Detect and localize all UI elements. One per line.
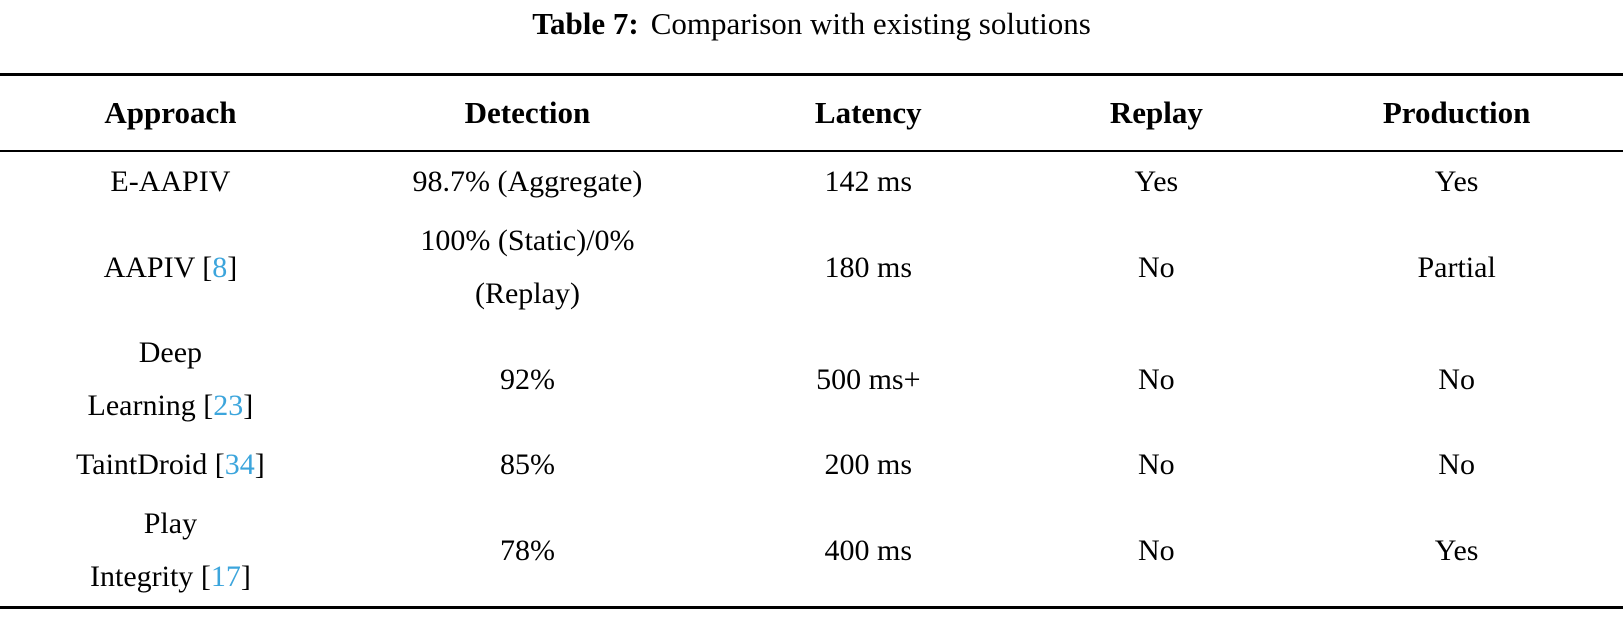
citation-link[interactable]: 17 [210, 560, 241, 593]
citation: [8] [194, 250, 238, 284]
column-header-latency: Latency [714, 74, 1023, 152]
approach-name: Play Integrity [90, 507, 198, 593]
cell-replay: No [1022, 211, 1290, 323]
cell-replay: No [1022, 435, 1290, 494]
table-caption-text: Comparison with existing solutions [650, 6, 1091, 41]
cell-approach: E-AAPIV [0, 151, 341, 211]
latency-value: 400 ms [824, 533, 913, 567]
cell-production: No [1290, 323, 1623, 435]
table-header: Approach Detection Latency Replay Production [0, 74, 1623, 152]
column-header-detection: Detection [340, 74, 715, 152]
replay-value: No [1138, 250, 1175, 284]
production-value: Yes [1434, 165, 1479, 198]
cell-detection: 100% (Static)/0% (Replay) [341, 211, 714, 323]
citation-link[interactable]: 8 [212, 250, 228, 284]
citation: [17] [193, 560, 251, 593]
column-header-production: Production [1290, 74, 1623, 152]
cell-latency: 180 ms [714, 211, 1022, 323]
detection-value: 92% [499, 362, 555, 396]
cell-detection: 78% [341, 494, 714, 608]
table-header-row: Approach Detection Latency Replay Production [0, 74, 1623, 152]
cell-latency: 500 ms+ [714, 323, 1022, 435]
approach-name: Deep Learning [87, 336, 203, 422]
comparison-table: Approach Detection Latency Replay Production… [0, 73, 1623, 609]
cell-detection: 85% [341, 435, 714, 494]
latency-value: 500 ms+ [816, 362, 921, 396]
replay-value: No [1138, 533, 1175, 567]
cell-replay: No [1022, 323, 1290, 435]
cell-replay: No [1022, 494, 1290, 608]
approach-name: TaintDroid [76, 448, 208, 481]
detection-value: 85% [499, 448, 555, 481]
cell-detection: 98.7% (Aggregate) [341, 151, 714, 211]
citation: [34] [207, 448, 265, 481]
cell-production: Yes [1290, 494, 1623, 608]
detection-value: 98.7% (Aggregate) [412, 165, 643, 198]
production-value: Partial [1417, 250, 1496, 284]
cell-production: Partial [1290, 211, 1623, 323]
production-value: No [1438, 448, 1475, 481]
citation-link[interactable]: 23 [213, 389, 244, 422]
table-row: TaintDroid [34] 85% 200 ms No No [0, 435, 1623, 494]
cell-production: No [1290, 435, 1623, 494]
approach-name: AAPIV [103, 250, 195, 284]
cell-production: Yes [1290, 151, 1623, 211]
latency-value: 142 ms [824, 165, 913, 198]
table-row: Deep Learning [23] 92% 500 ms+ No No [0, 323, 1623, 435]
cell-approach: Play Integrity [17] [0, 494, 341, 608]
cell-latency: 400 ms [714, 494, 1022, 608]
table-row: E-AAPIV 98.7% (Aggregate) 142 ms Yes Yes [0, 151, 1623, 211]
latency-value: 180 ms [824, 250, 913, 284]
approach-name: E-AAPIV [110, 165, 231, 198]
cell-latency: 142 ms [714, 151, 1022, 211]
cell-approach: Deep Learning [23] [0, 323, 341, 435]
cell-replay: Yes [1022, 151, 1290, 211]
cell-approach: TaintDroid [34] [0, 435, 341, 494]
cell-approach: AAPIV [8] [0, 211, 341, 323]
detection-value: 78% [499, 533, 555, 567]
table-body: E-AAPIV 98.7% (Aggregate) 142 ms Yes Yes AAPI… [0, 151, 1623, 608]
production-value: No [1438, 362, 1475, 396]
table-caption: Table 7: Comparison with existing solutio… [0, 0, 1623, 44]
replay-value: No [1138, 448, 1175, 481]
replay-value: Yes [1134, 165, 1179, 198]
replay-value: No [1138, 362, 1175, 396]
column-header-replay: Replay [1022, 74, 1291, 152]
table-row: Play Integrity [17] 78% 400 ms No Yes [0, 494, 1623, 608]
citation-link[interactable]: 34 [224, 448, 255, 481]
cell-latency: 200 ms [714, 435, 1022, 494]
detection-value: 100% (Static)/0% (Replay) [420, 224, 635, 310]
latency-value: 200 ms [824, 448, 913, 481]
cell-detection: 92% [341, 323, 714, 435]
table-row: AAPIV [8] 100% (Static)/0% (Replay) 180 ms… [0, 211, 1623, 323]
citation: [23] [195, 389, 254, 422]
table-caption-label: Table 7: [532, 6, 639, 41]
production-value: Yes [1434, 533, 1479, 567]
column-header-approach: Approach [0, 74, 341, 152]
